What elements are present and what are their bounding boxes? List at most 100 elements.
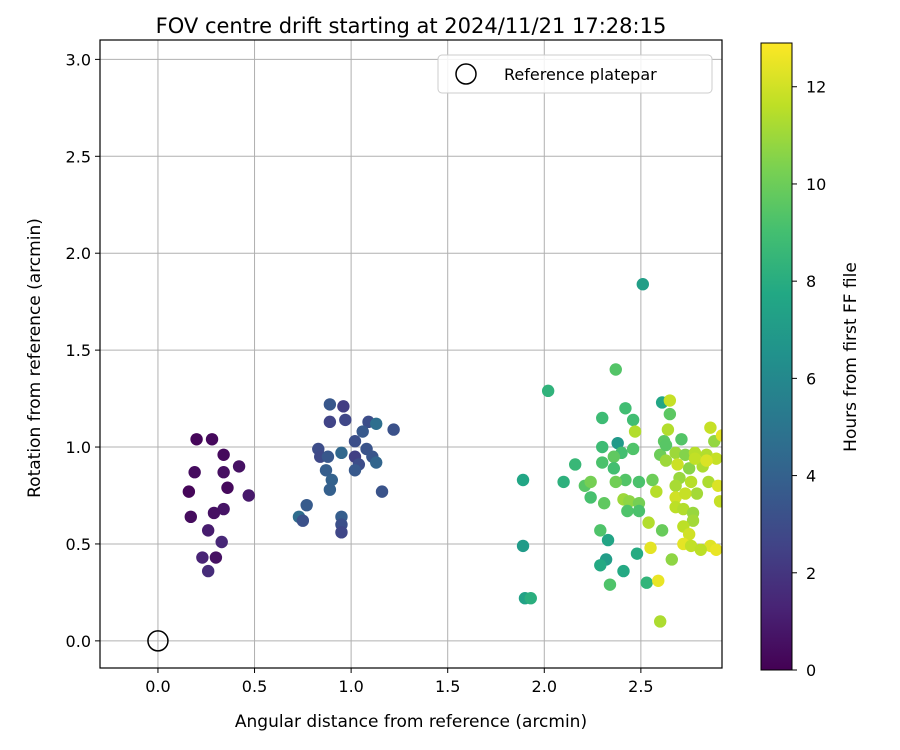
data-point <box>209 551 223 564</box>
data-point <box>702 475 715 489</box>
data-point <box>682 528 696 541</box>
x-tick-label: 1.0 <box>338 677 363 696</box>
data-point <box>375 485 389 498</box>
data-point <box>597 497 611 510</box>
data-point <box>646 473 659 487</box>
data-point <box>626 413 640 427</box>
data-point <box>623 495 636 508</box>
colorbar-tick-label: 6 <box>806 369 816 388</box>
data-point <box>650 485 663 498</box>
data-point <box>196 551 209 564</box>
data-point <box>584 491 597 504</box>
x-axis-ticks: 0.0 0.5 1.0 1.5 2.0 2.5 <box>145 668 654 696</box>
data-point <box>621 504 634 518</box>
y-tick-label: 1.0 <box>66 438 91 457</box>
data-point <box>348 435 362 448</box>
y-tick-label: 0.5 <box>66 535 91 554</box>
data-point <box>659 438 673 452</box>
data-point <box>626 442 640 456</box>
data-point <box>201 524 215 537</box>
data-point <box>669 446 682 460</box>
data-point <box>694 543 707 556</box>
data-point <box>603 578 617 591</box>
data-points <box>182 278 722 628</box>
colorbar-tick-label: 12 <box>806 78 826 97</box>
data-point <box>665 553 678 566</box>
x-tick-label: 0.5 <box>242 677 267 696</box>
data-point <box>704 421 717 434</box>
data-point <box>596 456 609 469</box>
data-point <box>688 452 702 465</box>
data-point <box>215 535 228 549</box>
data-point <box>677 502 690 516</box>
reference-platepar-marker <box>147 630 169 652</box>
data-point <box>711 479 722 493</box>
data-point <box>348 464 362 477</box>
data-point <box>617 564 630 578</box>
data-point <box>713 495 722 508</box>
data-point <box>669 479 682 493</box>
data-point <box>715 429 722 442</box>
x-tick-label: 1.5 <box>435 677 460 696</box>
plot-frame <box>99 39 723 669</box>
data-point <box>661 423 675 436</box>
data-point <box>232 460 246 473</box>
data-point <box>201 564 215 578</box>
data-point <box>679 448 692 461</box>
data-point <box>217 466 230 479</box>
data-point <box>710 452 722 465</box>
data-point <box>594 524 607 537</box>
grid-lines <box>100 40 722 668</box>
data-point <box>370 417 383 430</box>
legend-marker-icon <box>455 63 477 85</box>
x-axis-label: Angular distance from reference (arcmin) <box>235 712 587 732</box>
data-point <box>296 514 310 527</box>
data-point <box>659 454 673 467</box>
data-point <box>700 454 713 467</box>
legend-entry-reference-platepar: Reference platepar <box>504 65 657 84</box>
data-point <box>684 475 698 489</box>
x-tick-label: 2.5 <box>628 677 653 696</box>
data-point <box>370 456 383 469</box>
data-point <box>596 411 609 425</box>
data-point <box>663 407 677 421</box>
data-point <box>387 423 400 436</box>
data-point <box>690 487 704 500</box>
data-point <box>632 475 646 489</box>
x-tick-label: 0.0 <box>145 677 170 696</box>
data-point <box>337 400 350 413</box>
y-tick-label: 3.0 <box>66 50 91 69</box>
y-tick-label: 0.0 <box>66 632 91 651</box>
legend: Reference platepar <box>437 54 713 94</box>
data-point <box>630 547 644 560</box>
data-point <box>323 398 337 411</box>
data-point <box>710 543 722 556</box>
data-point <box>609 363 622 376</box>
data-point <box>339 413 352 427</box>
data-point <box>524 592 537 605</box>
data-point <box>584 475 597 489</box>
y-tick-label: 1.5 <box>66 341 91 360</box>
data-point <box>516 473 530 487</box>
data-point <box>323 483 337 496</box>
data-point <box>300 498 313 512</box>
data-point <box>188 466 201 479</box>
data-point <box>184 510 197 524</box>
colorbar-tick-label: 2 <box>806 564 816 583</box>
data-point <box>242 489 255 502</box>
data-point <box>632 504 646 518</box>
data-point <box>644 541 657 555</box>
data-point <box>669 491 682 504</box>
y-tick-label: 2.5 <box>66 147 91 166</box>
colorbar-gradient <box>760 42 793 671</box>
data-point <box>217 448 230 461</box>
y-tick-label: 2.0 <box>66 244 91 263</box>
data-point <box>607 450 621 463</box>
data-point <box>663 394 677 407</box>
colorbar-label: Hours from first FF file <box>841 262 861 452</box>
data-point <box>321 450 335 463</box>
data-point <box>655 524 669 537</box>
data-point <box>611 436 624 450</box>
